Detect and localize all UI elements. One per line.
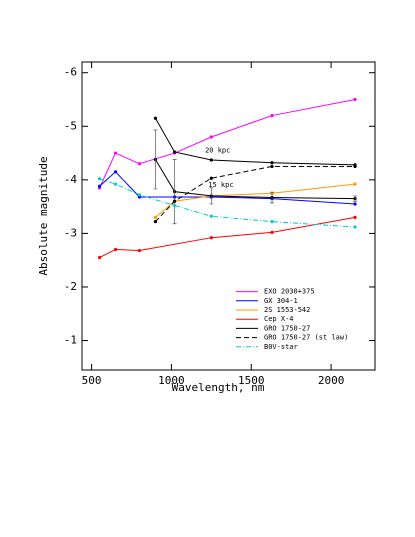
series-line	[155, 165, 356, 222]
y-tick-label: -1	[64, 334, 77, 347]
y-tick-label: -6	[64, 66, 77, 79]
x-tick-label: 500	[82, 374, 102, 387]
data-point	[153, 215, 158, 219]
y-axis-label: Absolute magnitude	[37, 156, 50, 275]
series-line	[99, 99, 356, 189]
data-point	[353, 215, 357, 219]
legend-label: 2S 1553-542	[264, 306, 310, 314]
data-point	[97, 184, 102, 188]
legend-label: GRO 1750-27 (st law)	[264, 334, 348, 342]
data-point	[173, 199, 177, 203]
series-line	[155, 183, 356, 218]
data-point	[209, 135, 213, 139]
error-bar	[172, 159, 177, 225]
legend-label: GRO 1750-27	[264, 324, 310, 332]
annotation: 20 kpc	[205, 146, 230, 154]
data-point	[137, 248, 142, 253]
series-line	[155, 159, 356, 200]
data-point	[153, 116, 158, 120]
data-point	[113, 151, 118, 155]
legend-label: Cep X-4	[264, 315, 294, 323]
y-tick-label: -4	[64, 173, 78, 186]
data-point	[353, 97, 357, 102]
data-point	[270, 113, 274, 118]
data-point	[353, 182, 357, 186]
x-axis-label: Wavelength, nm	[172, 381, 265, 394]
y-tick-label: -2	[64, 280, 77, 293]
data-point	[270, 161, 274, 165]
error-bar	[270, 191, 275, 204]
data-point	[353, 225, 357, 229]
data-point	[353, 164, 357, 169]
legend-label: GX 304-1	[264, 297, 298, 305]
annotation: 15 kpc	[208, 181, 233, 189]
data-point	[137, 162, 142, 166]
data-point	[209, 158, 213, 162]
data-point	[113, 182, 118, 186]
plot-frame	[81, 61, 376, 371]
data-point	[209, 176, 213, 180]
x-tick-label: 2000	[318, 374, 345, 387]
legend-label: B0V-star	[264, 343, 298, 351]
error-bar	[153, 129, 158, 190]
data-point	[270, 220, 274, 224]
y-tick-label: -5	[64, 119, 77, 132]
series-line	[155, 117, 356, 166]
error-bar	[209, 187, 214, 205]
data-point	[209, 236, 213, 240]
data-point	[113, 170, 118, 174]
data-point	[97, 177, 102, 181]
data-point	[153, 220, 158, 224]
data-point	[173, 203, 177, 208]
x-tick-label: 1000	[158, 374, 185, 387]
data-point	[113, 247, 118, 252]
data-point	[270, 230, 274, 234]
data-point	[97, 255, 102, 260]
data-point	[270, 164, 274, 169]
x-tick-label: 1500	[238, 374, 265, 387]
legend-label: EXO 2030+375	[264, 288, 315, 296]
data-point	[137, 193, 142, 197]
y-tick-label: -3	[64, 226, 77, 239]
series-line	[99, 216, 356, 258]
data-point	[353, 202, 357, 206]
error-bar	[353, 195, 358, 202]
data-point	[173, 150, 177, 154]
data-point	[209, 214, 213, 218]
